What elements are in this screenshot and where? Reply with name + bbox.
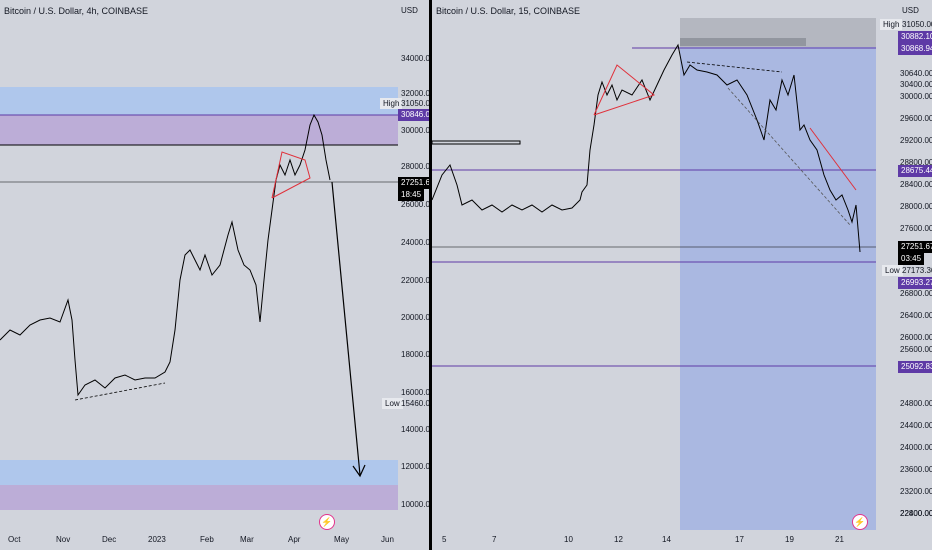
right-price-tick: 24400.00 <box>900 421 932 430</box>
left-price-series <box>0 113 331 397</box>
left-triangle-pattern <box>271 151 311 199</box>
right-price-tick: 23200.00 <box>900 487 932 496</box>
right-last-price-tag: 27251.67 <box>898 241 932 253</box>
right-currency-label: USD <box>902 6 919 15</box>
right-resistance-trendline <box>686 61 783 73</box>
right-tag-top2: 30868.94 <box>898 43 932 55</box>
left-price-tick: 20000.00 <box>401 313 435 322</box>
left-time-tick: Nov <box>56 535 71 544</box>
right-time-tick: 7 <box>492 535 497 544</box>
left-chart-canvas[interactable] <box>0 0 429 550</box>
left-time-tick: Dec <box>102 535 117 544</box>
left-price-tick: 18000.00 <box>401 350 435 359</box>
right-time-tick: 21 <box>835 535 844 544</box>
right-tag-bottom: 25092.83 <box>898 361 932 373</box>
panel-divider[interactable] <box>429 0 432 550</box>
right-price-series <box>432 43 861 253</box>
right-price-tick: 24000.00 <box>900 443 932 452</box>
right-low-value: 27173.36 <box>902 266 932 275</box>
right-price-tick: 23600.00 <box>900 465 932 474</box>
left-demand-zone-purple <box>0 485 398 510</box>
tradingview-logo-icon[interactable]: ⚡ <box>319 514 335 530</box>
left-high-value: 31050.00 <box>401 99 435 108</box>
left-time-tick: May <box>334 535 350 544</box>
left-price-tick: 16000.00 <box>401 388 435 397</box>
left-projection-arrow <box>331 181 361 476</box>
right-price-tick: 27600.00 <box>900 224 932 233</box>
right-tag-mid: 28675.44 <box>898 165 932 177</box>
right-chart-title: Bitcoin / U.S. Dollar, 15, COINBASE <box>436 6 581 16</box>
right-price-tick: 25600.00 <box>900 345 932 354</box>
left-price-tick: 24000.00 <box>401 238 435 247</box>
left-currency-label: USD <box>401 6 418 15</box>
left-price-tick: 34000.00 <box>401 54 435 63</box>
right-price-tick: 26800.00 <box>900 289 932 298</box>
right-marker-box <box>432 140 521 145</box>
right-downtrend-dashed <box>727 87 851 226</box>
left-chart-title: Bitcoin / U.S. Dollar, 4h, COINBASE <box>4 6 149 16</box>
right-time-tick: 10 <box>564 535 573 544</box>
left-support-trendline <box>74 382 166 401</box>
left-price-tick: 10000.00 <box>401 500 435 509</box>
right-price-tick: 26400.00 <box>900 311 932 320</box>
right-price-tick: 30000.00 <box>900 92 932 101</box>
left-demand-zone-blue <box>0 460 398 485</box>
left-price-tick: 30000.00 <box>401 126 435 135</box>
left-high-label: High <box>380 98 403 109</box>
left-time-tick: 2023 <box>148 535 166 544</box>
right-time-tick: 12 <box>614 535 623 544</box>
right-price-tick: 28800.00 <box>900 158 932 167</box>
left-low-label: Low <box>382 398 403 409</box>
right-chart-panel[interactable]: Bitcoin / U.S. Dollar, 15, COINBASE USD … <box>432 0 932 550</box>
left-chart-panel[interactable]: Bitcoin / U.S. Dollar, 4h, COINBASE USD … <box>0 0 438 550</box>
right-downtrend-red <box>809 127 857 191</box>
right-time-tick: 19 <box>785 535 794 544</box>
left-price-tick: 14000.00 <box>401 425 435 434</box>
left-price-tick: 22000.00 <box>401 276 435 285</box>
left-supply-zone-blue <box>0 87 398 115</box>
right-countdown-tag: 03:45 <box>898 253 925 265</box>
left-last-price-tag: 27251.67 <box>398 177 438 189</box>
left-arrow-head <box>352 464 366 478</box>
right-price-tick: 30400.00 <box>900 80 932 89</box>
left-countdown-tag: 18:45 <box>398 189 425 201</box>
left-time-tick: Mar <box>240 535 254 544</box>
right-high-label: High <box>880 19 903 30</box>
right-price-tick: 29600.00 <box>900 114 932 123</box>
right-price-tick: 29200.00 <box>900 136 932 145</box>
tradingview-logo-icon[interactable]: ⚡ <box>852 514 868 530</box>
right-projection-zone <box>680 47 876 530</box>
left-level-tag: 30846.04 <box>398 109 438 121</box>
right-time-tick: 5 <box>442 535 447 544</box>
left-price-tick: 28000.00 <box>401 162 435 171</box>
right-low-label: Low <box>882 265 903 276</box>
right-triangle-pattern <box>593 64 656 116</box>
left-time-tick: Oct <box>8 535 21 544</box>
right-high-value: 31050.00 <box>902 20 932 29</box>
right-time-tick: 14 <box>662 535 671 544</box>
right-price-tick: 24800.00 <box>900 399 932 408</box>
right-price-tick: 28000.00 <box>900 202 932 211</box>
right-tag-low: 26993.27 <box>898 277 932 289</box>
right-price-tick: 28400.00 <box>900 180 932 189</box>
right-price-tick: 30640.00 <box>900 69 932 78</box>
left-price-tick: 26000.00 <box>401 200 435 209</box>
right-price-tick: 22400.00 <box>900 509 932 518</box>
right-time-tick: 17 <box>735 535 744 544</box>
left-time-tick: Apr <box>288 535 301 544</box>
left-supply-zone-purple <box>0 115 398 145</box>
left-time-tick: Feb <box>200 535 214 544</box>
right-chart-canvas[interactable] <box>432 0 932 550</box>
left-low-value: 15460.00 <box>401 399 435 408</box>
left-time-tick: Jun <box>381 535 394 544</box>
left-price-tick: 12000.00 <box>401 462 435 471</box>
right-tag-top: 30882.10 <box>898 31 932 43</box>
right-upper-zone-dark <box>680 38 806 46</box>
left-price-tick: 32000.00 <box>401 89 435 98</box>
right-price-tick: 22800.00 <box>900 509 932 518</box>
right-price-tick: 26000.00 <box>900 333 932 342</box>
